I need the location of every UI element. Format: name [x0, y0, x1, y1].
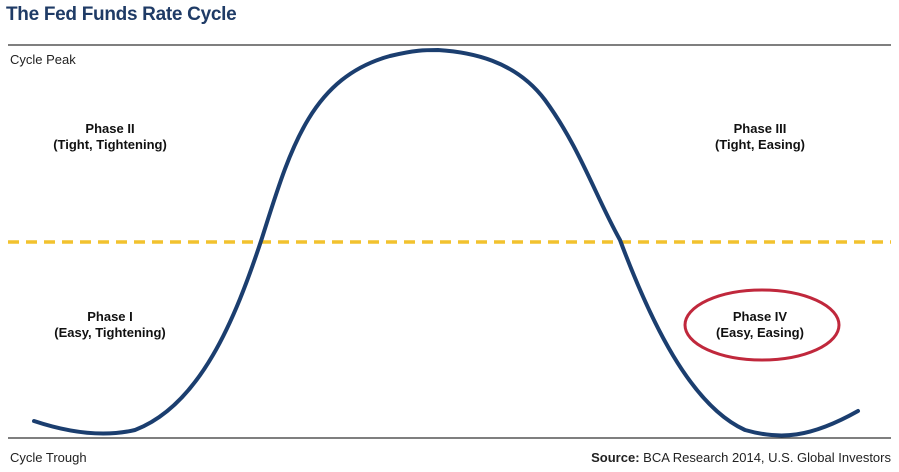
- phase-3-label: Phase III (Tight, Easing): [690, 121, 830, 153]
- phase-4-name: Phase IV: [732, 309, 788, 324]
- phase-4-highlight-circle: [683, 288, 841, 362]
- chart-title: The Fed Funds Rate Cycle: [6, 4, 237, 25]
- phase-3-desc: (Tight, Easing): [714, 137, 806, 152]
- rate-cycle-curve: [32, 47, 860, 438]
- phase-4-label: Phase IV (Easy, Easing): [690, 309, 830, 341]
- phase-2-label: Phase II (Tight, Tightening): [40, 121, 180, 153]
- phase-3-name: Phase III: [733, 121, 787, 136]
- source-note: Source: BCA Research 2014, U.S. Global I…: [591, 450, 891, 465]
- phase-1-name: Phase I: [87, 309, 133, 324]
- cycle-trough-label: Cycle Trough: [10, 450, 87, 465]
- phase-1-desc: (Easy, Tightening): [54, 325, 166, 340]
- phase-1-label: Phase I (Easy, Tightening): [40, 309, 180, 341]
- source-text: BCA Research 2014, U.S. Global Investors: [639, 450, 891, 465]
- phase-2-name: Phase II: [85, 121, 135, 136]
- phase-4-desc: (Easy, Easing): [716, 325, 804, 340]
- phase-2-desc: (Tight, Tightening): [53, 137, 167, 152]
- source-prefix: Source:: [591, 450, 640, 465]
- cycle-peak-label: Cycle Peak: [10, 52, 76, 67]
